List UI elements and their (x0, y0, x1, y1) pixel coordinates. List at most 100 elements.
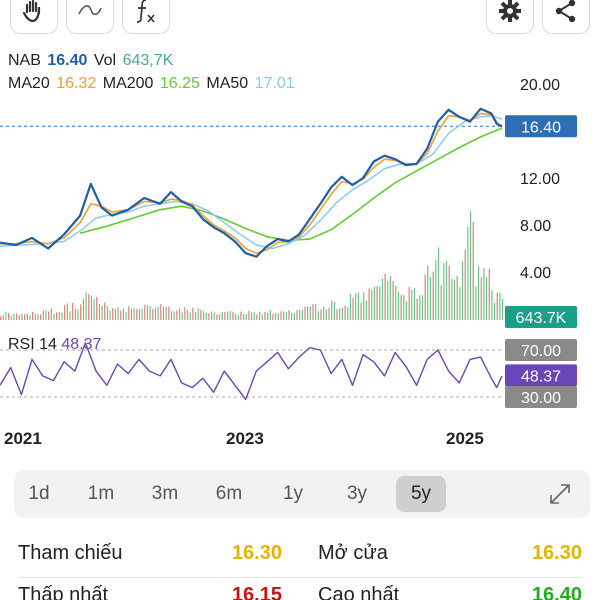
period-1y[interactable]: 1y (282, 483, 304, 504)
open-value: 16.30 (531, 542, 582, 564)
volume-bar (480, 277, 482, 320)
volume-bar (445, 261, 448, 320)
rsi-upper-tag-bg (505, 339, 577, 361)
volume-bar (347, 307, 349, 320)
period-3m[interactable]: 3m (151, 483, 179, 504)
draw-tool-button[interactable] (66, 0, 114, 34)
volume-bar (467, 226, 469, 320)
volume-bar (317, 311, 319, 320)
fullscreen-button[interactable] (548, 482, 572, 511)
ma50-line (0, 114, 503, 250)
volume-bar (389, 276, 392, 320)
period-6m[interactable]: 6m (215, 483, 243, 504)
volume-bar (42, 310, 44, 320)
volume-bar (408, 286, 410, 320)
volume-bar (237, 315, 239, 320)
volume-bar (192, 307, 194, 320)
volume-bar (491, 290, 493, 320)
share-button[interactable] (542, 0, 590, 34)
price-line (0, 107, 503, 258)
volume-bar (299, 309, 301, 320)
volume-bar (493, 303, 496, 320)
period-3y[interactable]: 3y (346, 483, 368, 504)
volume-bar (26, 313, 28, 320)
volume-bar (331, 300, 333, 320)
volume-bar (194, 312, 197, 320)
volume-bar (216, 314, 218, 320)
volume-bar (197, 308, 199, 320)
volume-bar (5, 312, 7, 320)
volume-bar (162, 306, 165, 320)
volume-bar (229, 311, 231, 320)
wave-icon (78, 5, 102, 16)
volume-bar (496, 292, 498, 320)
hand-tool-button[interactable] (10, 0, 58, 34)
volume-tag: 643.7K (516, 310, 567, 327)
price-chart[interactable]: 20.00 12.00 8.00 4.00 2021 2023 2025 16.40 643.7… (0, 40, 600, 460)
volume-bar (77, 309, 79, 320)
symbol-label: NAB (8, 52, 41, 69)
volume-bar (461, 261, 464, 320)
volume-bar (80, 304, 82, 320)
volume-bar (280, 311, 282, 320)
volume-tag-bg (505, 306, 577, 328)
volume-bar (307, 306, 309, 320)
volume-bar (34, 313, 36, 320)
volume-bar (24, 314, 26, 320)
price-tag: 16.40 (521, 119, 561, 136)
volume-bar (74, 308, 76, 320)
ma-legend: MA20 16.32 MA200 16.25 MA50 17.01 (8, 75, 297, 93)
ma50-label: MA50 (206, 75, 249, 92)
low-value: 16.15 (231, 584, 282, 600)
volume-bar (130, 308, 133, 320)
volume-bar (421, 295, 424, 320)
volume-bar (93, 299, 95, 320)
volume-bar (240, 311, 242, 320)
ma20-value: 16.32 (56, 75, 97, 92)
ma200-label: MA200 (102, 75, 154, 92)
volume-bar (312, 303, 314, 320)
volume-bar (336, 309, 338, 320)
volume-bar (256, 314, 258, 320)
period-1d[interactable]: 1d (28, 483, 50, 504)
period-5y[interactable]: 5y (396, 476, 446, 512)
volume-bar (400, 295, 402, 320)
settings-button[interactable] (486, 0, 534, 34)
indicator-button[interactable] (122, 0, 170, 34)
volume-bar (136, 309, 138, 320)
rsi-lower-tag-bg (505, 386, 577, 408)
volume-bar (357, 292, 360, 320)
volume-bar (245, 313, 247, 320)
volume-bar (82, 299, 84, 320)
volume-bar (146, 305, 149, 320)
volume-bar (283, 311, 285, 320)
volume-bar (173, 311, 175, 320)
volume-bar (248, 310, 250, 320)
expand-icon (550, 484, 570, 504)
rsi-lower-tag: 30.00 (521, 390, 561, 407)
volume-bar (416, 298, 418, 320)
volume-bar (437, 247, 440, 320)
volume-bar (58, 311, 60, 320)
volume-bar (413, 288, 416, 320)
volume-bar (288, 310, 290, 320)
volume-bar (429, 277, 432, 320)
volume-bar (267, 313, 269, 320)
rsi-label: RSI 14 48.37 (8, 336, 102, 353)
volume-bar (32, 311, 34, 320)
volume-bar (61, 312, 63, 320)
volume-bar (0, 316, 2, 320)
volume-bar (448, 265, 450, 320)
volume-bar (384, 273, 386, 320)
volume-bar (141, 308, 143, 320)
volume-bar (419, 295, 421, 320)
volume-bar (152, 309, 154, 320)
volume-bar (459, 287, 461, 320)
volume-bar (259, 311, 261, 320)
volume-bar (323, 306, 325, 320)
period-1m[interactable]: 1m (87, 483, 115, 504)
volume-bar (261, 314, 263, 320)
vol-value: 643,7K (122, 52, 174, 69)
volume-bar (122, 308, 125, 320)
volume-bar (154, 307, 157, 320)
